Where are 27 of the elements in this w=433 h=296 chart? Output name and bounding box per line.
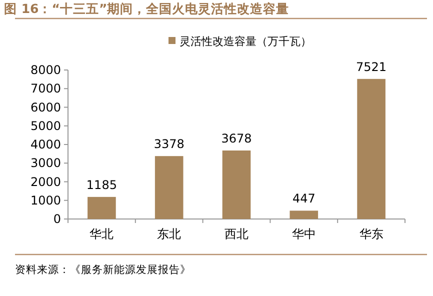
bar bbox=[290, 210, 318, 219]
x-tick-label: 东北 bbox=[157, 227, 182, 241]
y-tick-label: 2000 bbox=[30, 174, 61, 189]
y-tick-label: 3000 bbox=[30, 156, 61, 170]
y-tick-label: 4000 bbox=[30, 138, 61, 152]
data-label: 1185 bbox=[86, 178, 117, 192]
y-tick-label: 1000 bbox=[30, 193, 61, 208]
data-label: 7521 bbox=[356, 60, 387, 74]
legend-label: 灵活性改造容量（万千瓦） bbox=[180, 35, 312, 48]
data-label: 3378 bbox=[154, 137, 184, 152]
bar bbox=[154, 156, 184, 219]
bar bbox=[357, 78, 386, 219]
y-tick-label: 8000 bbox=[30, 63, 61, 77]
x-tick-label: 华北 bbox=[90, 227, 114, 241]
bar bbox=[88, 196, 116, 219]
data-label: 3678 bbox=[221, 131, 252, 146]
bar bbox=[222, 150, 251, 219]
data-label: 447 bbox=[292, 192, 316, 206]
chart-title: 图 16：“十三五”期间，全国火电灵活性改造容量 bbox=[4, 1, 290, 16]
y-tick-label: 5000 bbox=[30, 118, 61, 133]
y-tick-label: 7000 bbox=[30, 82, 61, 96]
text: 资料来源：《服务新能源发展报告》 bbox=[15, 263, 191, 276]
x-tick-label: 西北 bbox=[224, 227, 248, 241]
y-tick-label: 6000 bbox=[30, 100, 61, 114]
x-tick-label: 华中 bbox=[292, 227, 316, 241]
x-tick-label: 华东 bbox=[359, 227, 384, 241]
y-tick-label: 0 bbox=[53, 212, 61, 226]
